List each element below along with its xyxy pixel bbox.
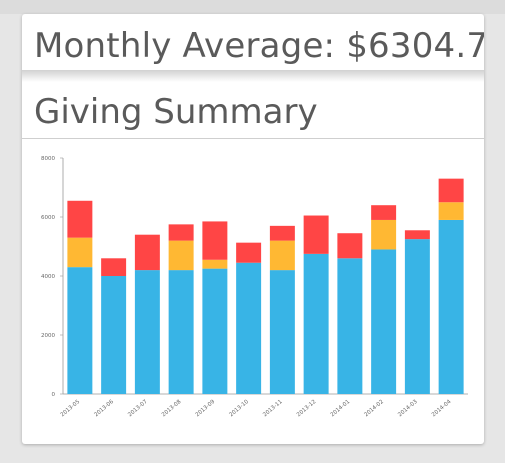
bar-segment-base bbox=[371, 249, 397, 394]
bar-segment-middle bbox=[67, 237, 93, 268]
x-tick-label: 2013-09 bbox=[195, 399, 217, 419]
bar-segment-base bbox=[337, 258, 363, 394]
bar-segment-base bbox=[269, 270, 295, 394]
section-title: Giving Summary bbox=[34, 92, 318, 132]
y-tick-label: 8000 bbox=[41, 156, 55, 162]
x-tick-label: 2013-05 bbox=[60, 399, 82, 419]
title-divider bbox=[22, 138, 484, 139]
bar-segment-base bbox=[303, 253, 329, 394]
bar-segment-middle bbox=[168, 240, 194, 271]
x-tick-label: 2013-12 bbox=[296, 399, 317, 418]
bar-segment-base bbox=[236, 262, 262, 394]
bar-segment-top bbox=[134, 234, 160, 271]
bar-segment-top bbox=[236, 242, 262, 263]
bar-segment-middle bbox=[269, 240, 295, 271]
x-tick-label: 2013-11 bbox=[262, 399, 283, 418]
bar-segment-top bbox=[67, 200, 93, 238]
bar-segment-top bbox=[303, 215, 329, 254]
header-shadow bbox=[22, 70, 484, 82]
bar-segment-top bbox=[371, 205, 397, 220]
top-bar bbox=[0, 0, 505, 14]
bar-segment-base bbox=[134, 270, 160, 394]
y-tick-label: 6000 bbox=[41, 215, 55, 221]
giving-card: Monthly Average: $6304.76 Giving Summary… bbox=[22, 14, 484, 444]
bar-segment-base bbox=[202, 268, 228, 394]
bar-segment-middle bbox=[202, 259, 228, 269]
bar-segment-base bbox=[101, 276, 127, 394]
x-tick-label: 2014-04 bbox=[431, 399, 453, 419]
bar-segment-base bbox=[168, 270, 194, 394]
x-tick-label: 2014-03 bbox=[397, 399, 419, 419]
x-tick-label: 2014-01 bbox=[330, 399, 351, 418]
bar-segment-top bbox=[404, 230, 430, 240]
bar-segment-middle bbox=[371, 219, 397, 250]
bar-segment-top bbox=[438, 178, 464, 203]
y-tick-label: 4000 bbox=[41, 274, 55, 280]
x-tick-label: 2014-02 bbox=[363, 399, 384, 418]
x-tick-label: 2013-06 bbox=[93, 399, 115, 419]
y-tick-label: 0 bbox=[52, 392, 56, 398]
bar-segment-base bbox=[67, 267, 93, 394]
bar-segment-base bbox=[438, 219, 464, 394]
y-tick-label: 2000 bbox=[41, 333, 55, 339]
x-tick-label: 2013-07 bbox=[127, 399, 149, 419]
bar-segment-top bbox=[101, 258, 127, 276]
bar-segment-top bbox=[269, 225, 295, 241]
bar-segment-top bbox=[202, 221, 228, 260]
x-tick-label: 2013-08 bbox=[161, 399, 183, 419]
bar-segment-middle bbox=[438, 202, 464, 220]
giving-bar-chart: 0 2000 4000 6000 8000 2013-05 2013-06 2013-07 20… bbox=[41, 156, 468, 419]
x-tick-label: 2013-10 bbox=[228, 399, 250, 419]
bar-segment-top bbox=[168, 224, 194, 241]
bar-segment-base bbox=[404, 239, 430, 394]
monthly-average-label: Monthly Average: $6304.76 bbox=[34, 26, 484, 66]
bar-segment-top bbox=[337, 233, 363, 259]
